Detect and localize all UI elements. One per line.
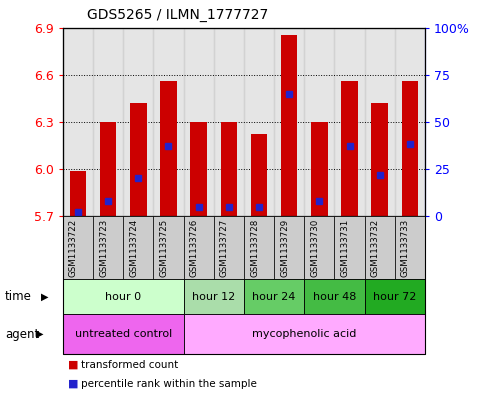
Text: hour 0: hour 0 bbox=[105, 292, 141, 302]
Text: GSM1133722: GSM1133722 bbox=[69, 219, 78, 277]
Text: time: time bbox=[5, 290, 32, 303]
Text: hour 12: hour 12 bbox=[192, 292, 235, 302]
Text: GSM1133730: GSM1133730 bbox=[311, 219, 319, 277]
Text: ■: ■ bbox=[68, 378, 78, 389]
Bar bbox=[311, 122, 327, 216]
Text: mycophenolic acid: mycophenolic acid bbox=[252, 329, 356, 339]
Text: ▶: ▶ bbox=[41, 292, 49, 302]
Bar bbox=[221, 122, 237, 216]
Bar bbox=[365, 28, 395, 216]
Text: GSM1133731: GSM1133731 bbox=[341, 219, 350, 277]
Text: percentile rank within the sample: percentile rank within the sample bbox=[81, 378, 257, 389]
Text: ▶: ▶ bbox=[36, 329, 44, 339]
Text: ■: ■ bbox=[68, 360, 78, 370]
Bar bbox=[123, 28, 154, 216]
Text: GSM1133726: GSM1133726 bbox=[190, 219, 199, 277]
Bar bbox=[190, 122, 207, 216]
Text: GSM1133733: GSM1133733 bbox=[401, 219, 410, 277]
Text: GDS5265 / ILMN_1777727: GDS5265 / ILMN_1777727 bbox=[87, 7, 268, 22]
Bar bbox=[160, 81, 177, 216]
Bar bbox=[70, 171, 86, 216]
Text: transformed count: transformed count bbox=[81, 360, 178, 370]
Bar bbox=[274, 28, 304, 216]
Text: hour 48: hour 48 bbox=[313, 292, 356, 302]
Bar bbox=[93, 28, 123, 216]
Bar bbox=[244, 28, 274, 216]
Bar bbox=[63, 28, 93, 216]
Text: hour 72: hour 72 bbox=[373, 292, 416, 302]
Bar bbox=[154, 28, 184, 216]
Bar bbox=[251, 134, 267, 216]
Bar bbox=[395, 28, 425, 216]
Bar bbox=[213, 28, 244, 216]
Text: GSM1133732: GSM1133732 bbox=[371, 219, 380, 277]
Text: GSM1133724: GSM1133724 bbox=[129, 219, 138, 277]
Text: hour 24: hour 24 bbox=[253, 292, 296, 302]
Bar bbox=[281, 35, 298, 216]
Text: GSM1133729: GSM1133729 bbox=[280, 219, 289, 277]
Text: GSM1133728: GSM1133728 bbox=[250, 219, 259, 277]
Text: agent: agent bbox=[5, 327, 39, 341]
Text: GSM1133723: GSM1133723 bbox=[99, 219, 108, 277]
Bar bbox=[334, 28, 365, 216]
Bar bbox=[304, 28, 334, 216]
Text: GSM1133727: GSM1133727 bbox=[220, 219, 229, 277]
Text: untreated control: untreated control bbox=[74, 329, 172, 339]
Bar bbox=[341, 81, 358, 216]
Bar bbox=[402, 81, 418, 216]
Bar bbox=[371, 103, 388, 216]
Bar bbox=[100, 122, 116, 216]
Bar bbox=[130, 103, 146, 216]
Bar bbox=[184, 28, 213, 216]
Text: GSM1133725: GSM1133725 bbox=[159, 219, 169, 277]
